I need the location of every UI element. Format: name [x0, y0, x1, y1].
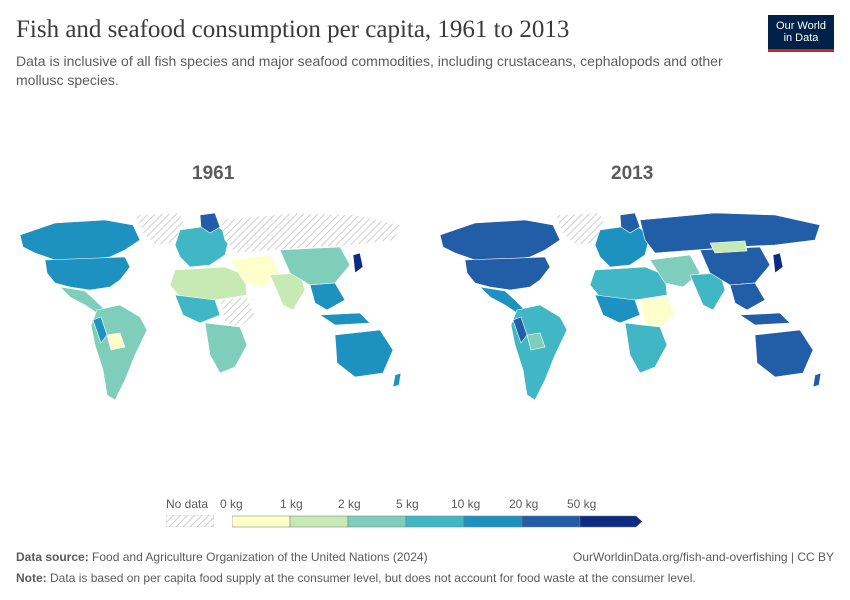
- region-greenland[interactable]: [134, 212, 186, 246]
- footer-source: Data source: Food and Agriculture Organi…: [16, 550, 428, 564]
- region-usa[interactable]: [464, 256, 551, 291]
- region-scandinavia[interactable]: [619, 212, 641, 234]
- region-scandinavia[interactable]: [199, 212, 221, 234]
- legend-swatch-5[interactable]: [521, 515, 581, 528]
- legend-swatch-0[interactable]: [232, 515, 291, 528]
- map-legend: No data 0 kg 1 kg 2 kg 5 kg 10 kg 20 kg …: [0, 495, 850, 535]
- region-middle-east[interactable]: [649, 254, 701, 288]
- region-africa-north[interactable]: [589, 266, 668, 301]
- region-africa-west[interactable]: [174, 294, 221, 324]
- region-new-zealand[interactable]: [392, 372, 402, 388]
- region-africa-south[interactable]: [204, 322, 248, 374]
- footer-note: Note: Data is based on per capita food s…: [16, 571, 696, 585]
- region-southeast-asia[interactable]: [309, 282, 346, 311]
- region-central-america[interactable]: [479, 286, 526, 314]
- region-australia[interactable]: [334, 329, 394, 378]
- region-bolivia[interactable]: [526, 332, 546, 351]
- region-africa-west[interactable]: [594, 294, 641, 324]
- region-japan[interactable]: [772, 252, 784, 274]
- region-indonesia[interactable]: [739, 312, 791, 326]
- region-greenland[interactable]: [554, 212, 606, 246]
- map-label-1961: 1961: [192, 163, 235, 184]
- logo-line-2: in Data: [783, 32, 819, 44]
- region-mongolia[interactable]: [709, 240, 748, 254]
- region-japan[interactable]: [352, 252, 364, 274]
- region-indonesia[interactable]: [319, 312, 371, 326]
- region-europe[interactable]: [174, 224, 231, 268]
- world-map-2013[interactable]: [435, 205, 835, 405]
- legend-swatch-3[interactable]: [405, 515, 465, 528]
- legend-label-2: 2 kg: [338, 497, 361, 511]
- region-australia[interactable]: [754, 329, 814, 378]
- legend-swatch-1[interactable]: [289, 515, 349, 528]
- footer-url[interactable]: OurWorldinData.org/fish-and-overfishing …: [573, 550, 834, 564]
- legend-no-data-label: No data: [166, 497, 209, 511]
- legend-swatch-2[interactable]: [347, 515, 407, 528]
- region-africa-central[interactable]: [639, 296, 676, 328]
- map-label-2013: 2013: [611, 163, 654, 184]
- region-russia[interactable]: [639, 212, 821, 254]
- legend-swatch-6[interactable]: [579, 515, 643, 528]
- region-africa-central[interactable]: [219, 296, 256, 328]
- region-southeast-asia[interactable]: [729, 282, 766, 311]
- world-map-1961[interactable]: [15, 205, 415, 405]
- footer-source-label: Data source:: [16, 550, 89, 564]
- legend-color-bar: [232, 515, 643, 528]
- footer-note-label: Note:: [16, 571, 47, 585]
- logo-line-1: Our World: [776, 20, 826, 32]
- legend-label-3: 5 kg: [396, 497, 419, 511]
- region-bolivia[interactable]: [106, 332, 126, 351]
- region-russia[interactable]: [219, 212, 401, 254]
- region-africa-south[interactable]: [624, 322, 668, 374]
- legend-label-6: 50 kg: [567, 497, 597, 511]
- region-north-america-north[interactable]: [19, 219, 141, 261]
- legend-label-4: 10 kg: [451, 497, 481, 511]
- region-africa-north[interactable]: [169, 266, 248, 301]
- footer-source-text[interactable]: Food and Agriculture Organization of the…: [92, 550, 428, 564]
- region-central-america[interactable]: [59, 286, 106, 314]
- region-middle-east[interactable]: [229, 254, 281, 288]
- legend-label-5: 20 kg: [509, 497, 539, 511]
- region-europe[interactable]: [594, 224, 651, 268]
- region-usa[interactable]: [44, 256, 131, 291]
- legend-label-1: 1 kg: [280, 497, 303, 511]
- legend-no-data-swatch[interactable]: [166, 515, 214, 527]
- region-north-america-north[interactable]: [439, 219, 561, 261]
- chart-subtitle: Data is inclusive of all fish species an…: [16, 53, 723, 88]
- footer-note-text: Data is based on per capita food supply …: [50, 571, 696, 585]
- chart-title: Fish and seafood consumption per capita,…: [16, 16, 570, 43]
- legend-swatch-4[interactable]: [463, 515, 523, 528]
- owid-logo[interactable]: Our World in Data: [768, 15, 834, 52]
- region-new-zealand[interactable]: [812, 372, 822, 388]
- legend-label-0: 0 kg: [220, 497, 243, 511]
